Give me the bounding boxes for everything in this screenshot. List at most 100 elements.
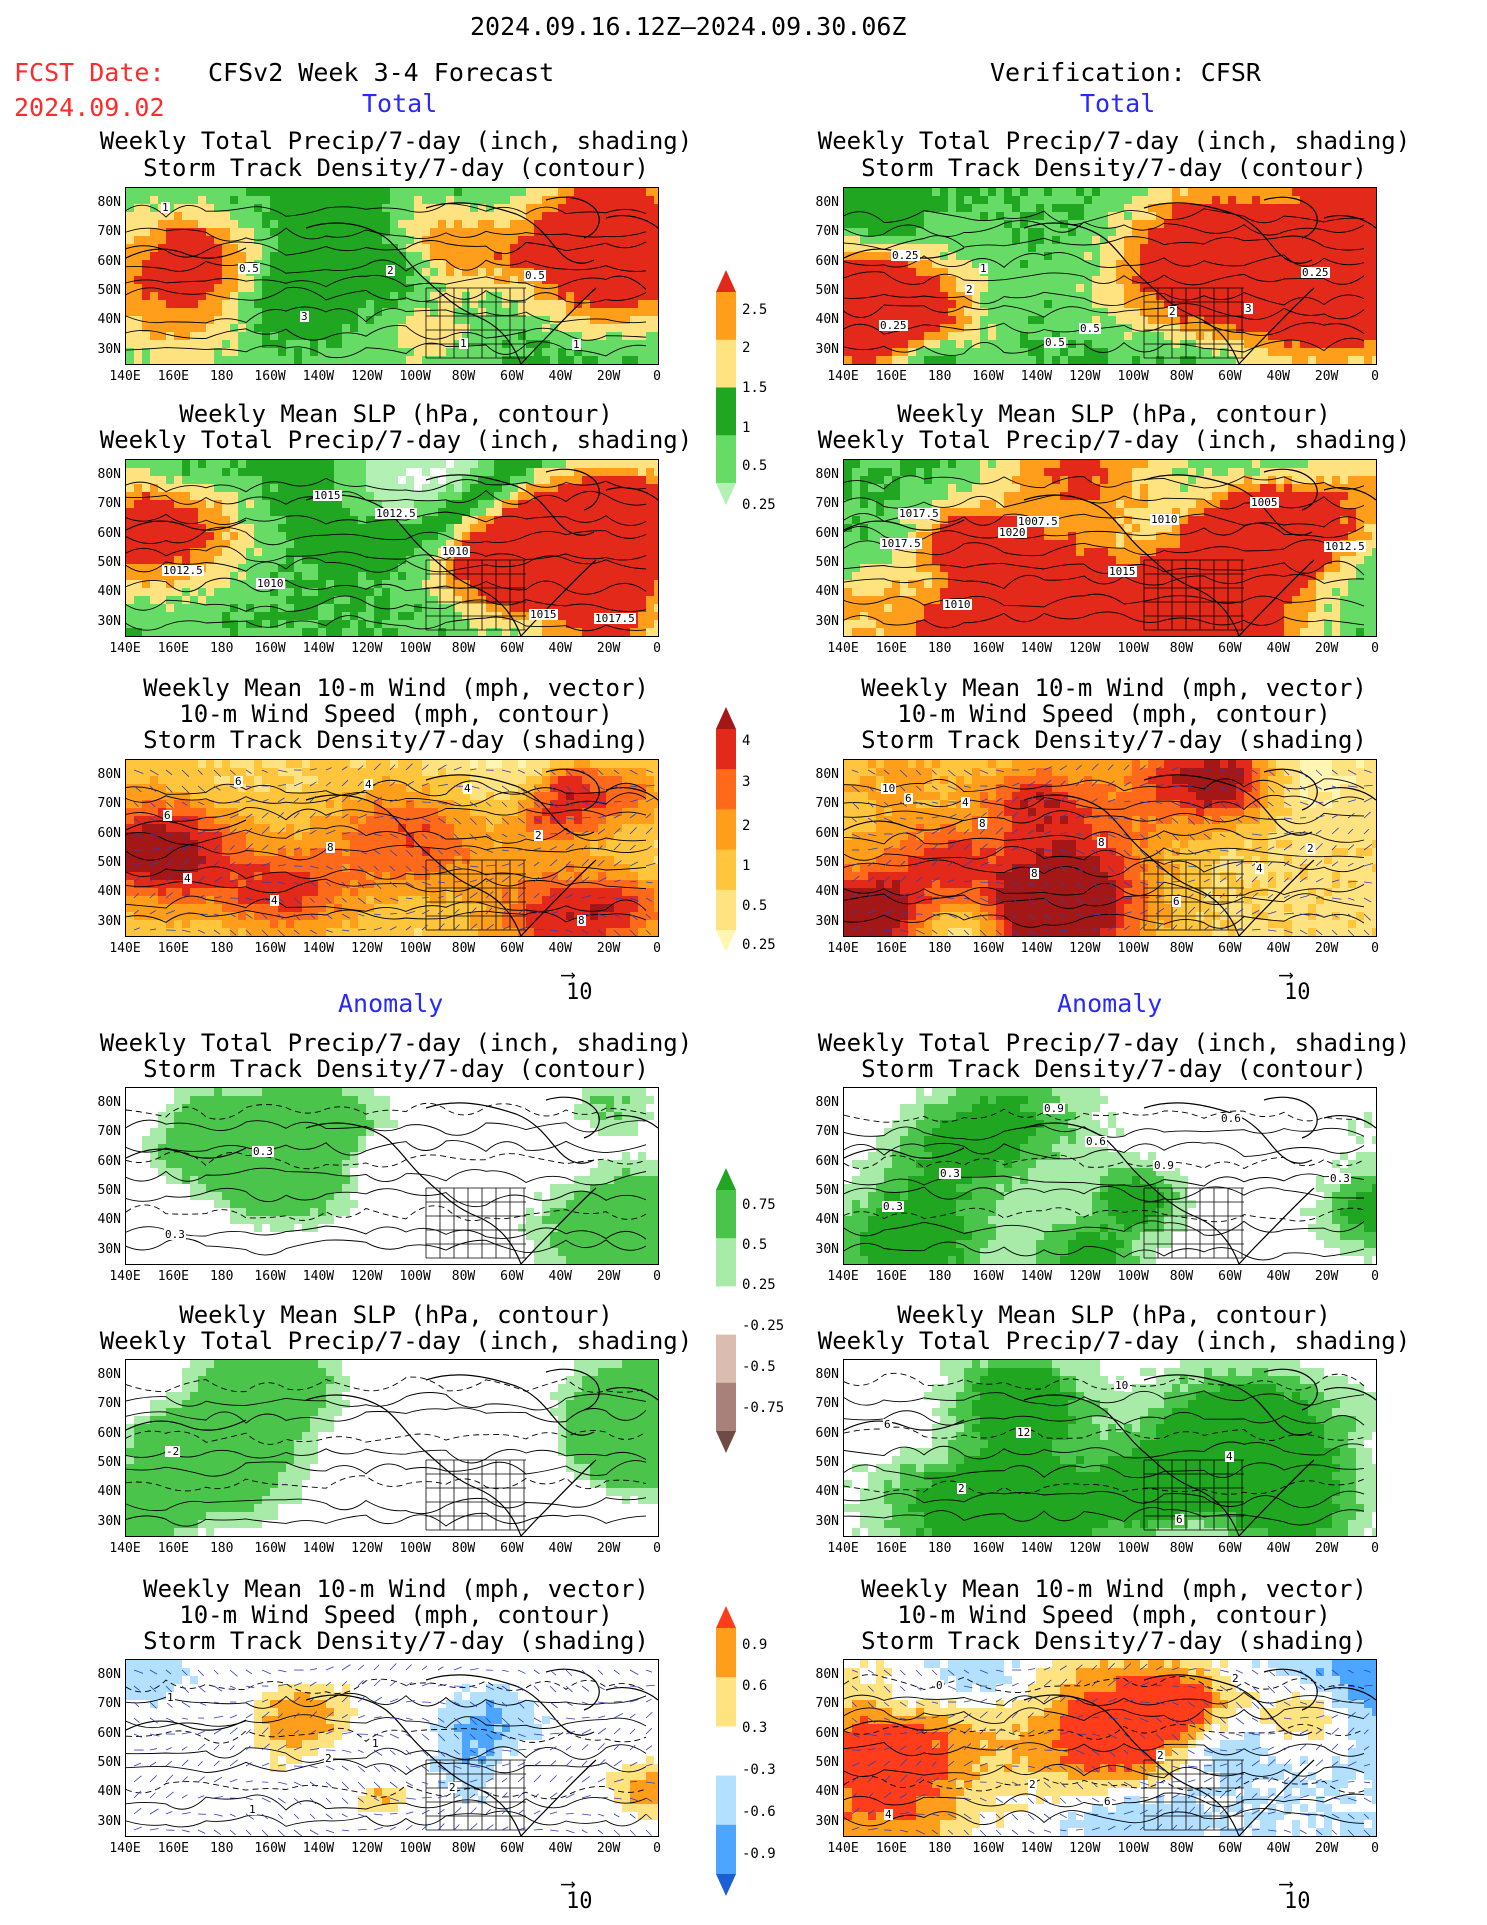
map-panel-forecast-slp-precip: 1012.5 1010 1015 1012.5 1010 1015 1017.5 (125, 459, 659, 637)
longitude-tick-label: 60W (1218, 1841, 1242, 1856)
latitude-tick-label: 70N (97, 1396, 121, 1412)
longitude-tick-label: 60W (1218, 941, 1242, 956)
panel-title-line: Storm Track Density/7-day (shading) (143, 726, 649, 754)
longitude-tick-label: 100W (399, 1541, 431, 1556)
colorbar-tick-label: -0.6 (742, 1804, 776, 1820)
longitude-tick-label: 60W (500, 941, 524, 956)
contour-value-label: 6 (1175, 1513, 1184, 1526)
panel-title-line: Weekly Total Precip/7-day (inch, shading… (99, 1029, 693, 1057)
longitude-tick-label: 100W (399, 1841, 431, 1856)
colorbar-tick-label: -0.75 (742, 1400, 785, 1416)
map-field (844, 1088, 1376, 1264)
longitude-tick-label: 160W (972, 1541, 1004, 1556)
contour-value-label: 1010 (943, 598, 972, 611)
panel-title-line: Storm Track Density/7-day (contour) (143, 1055, 649, 1083)
longitude-tick-label: 180 (209, 1541, 234, 1556)
right-anomaly-heading: Anomaly (1057, 989, 1163, 1018)
contour-value-label: 4 (270, 894, 279, 907)
longitude-tick-label: 100W (399, 369, 431, 384)
colorbar-swatch (716, 707, 736, 729)
contour-value-label: 12 (1016, 1426, 1032, 1439)
contour-value-label: 2 (1028, 1778, 1037, 1791)
longitude-tick-label: 20W (596, 1841, 621, 1856)
latitude-tick-label: 60N (815, 825, 839, 841)
longitude-tick-label: 160E (875, 641, 908, 656)
contour-value-label: 1 (979, 262, 988, 275)
longitude-tick-label: 20W (1314, 1541, 1339, 1556)
latitude-tick-label: 80N (815, 467, 839, 482)
longitude-tick-label: 120W (1069, 941, 1101, 956)
longitude-tick-label: 60W (500, 1269, 524, 1284)
longitude-tick-label: 160E (157, 1541, 190, 1556)
latitude-tick-label: 30N (97, 341, 121, 357)
map-panel-verification-slp-anomaly: 6 2 12 10 6 4 (843, 1359, 1377, 1537)
panel-title-line: Storm Track Density/7-day (shading) (861, 1627, 1367, 1655)
panel-title-line: Weekly Mean SLP (hPa, contour) (897, 400, 1331, 428)
longitude-tick-label: 80W (1169, 641, 1194, 656)
contour-value-label: 1 (371, 1737, 380, 1750)
colorbar-tick-label: -0.25 (742, 1318, 785, 1334)
contour-value-label: 1 (248, 1803, 257, 1816)
latitude-tick-label: 30N (97, 913, 121, 929)
latitude-tick-label: 60N (815, 253, 839, 269)
panel-title-line: Weekly Mean 10-m Wind (mph, vector) (143, 1575, 649, 1603)
longitude-tick-label: 140W (1020, 1541, 1053, 1556)
contour-value-label: 4 (183, 872, 192, 885)
colorbar-tick-label: 0.25 (742, 1277, 776, 1293)
map-panel-forecast-wind-track: 6 6 8 4 4 2 8 4 4 (125, 759, 659, 937)
longitude-tick-label: 40W (548, 941, 572, 956)
coastline (844, 196, 1376, 364)
latitude-tick-label: 70N (97, 796, 121, 812)
longitude-tick-label: 140W (302, 1269, 335, 1284)
longitude-tick-label: 20W (596, 941, 621, 956)
latitude-tick-label: 70N (97, 1696, 121, 1712)
latitude-tick-label: 50N (97, 282, 121, 298)
right-column-title: Verification: CFSR (990, 58, 1261, 87)
contour-value-label: 0.9 (1043, 1102, 1065, 1115)
contour-value-label: 0.3 (882, 1200, 904, 1213)
colorbar-swatch (716, 1382, 736, 1432)
map-panel-forecast-slp-anomaly: -2 (125, 1359, 659, 1537)
longitude-tick-label: 160E (875, 1269, 908, 1284)
longitude-tick-label: 40W (548, 641, 572, 656)
longitude-tick-label: 120W (351, 1841, 383, 1856)
contour-value-label: 0.5 (238, 262, 260, 275)
colorbar-swatch (716, 1168, 736, 1190)
longitude-tick-label: 40W (548, 369, 572, 384)
longitude-tick-label: 80W (451, 641, 476, 656)
latitude-tick-label: 40N (815, 312, 839, 328)
longitude-tick-label: 0 (653, 1541, 661, 1556)
longitude-tick-label: 20W (1314, 1269, 1339, 1284)
longitude-tick-label: 0 (1371, 1269, 1379, 1284)
colorbar-tick-label: 0.25 (742, 497, 776, 513)
longitude-tick-label: 40W (1266, 941, 1290, 956)
longitude-tick-label: 140W (302, 641, 335, 656)
longitude-tick-label: 100W (1117, 1541, 1149, 1556)
longitude-tick-label: 40W (1266, 369, 1290, 384)
longitude-tick-label: 0 (1371, 941, 1379, 956)
map-field (844, 188, 1376, 364)
map-panel-verification-slp-precip: 1017.5 1010 1007.5 1015 1010 1005 1012.5 1017.5… (843, 459, 1377, 637)
map-panel-forecast-precip-track: 1 0.5 3 2 1 0.5 1 (125, 187, 659, 365)
latitude-tick-label: 80N (97, 1095, 121, 1110)
panel-title-line: 10-m Wind Speed (mph, contour) (897, 1601, 1331, 1629)
longitude-tick-label: 80W (1169, 941, 1194, 956)
colorbar-tick-label: 1.5 (742, 380, 768, 396)
longitude-tick-label: 160W (254, 369, 286, 384)
latitude-tick-label: 80N (97, 1667, 121, 1682)
longitude-tick-label: 60W (500, 369, 524, 384)
latitude-tick-label: 70N (97, 224, 121, 240)
map-panel-forecast-precip-anomaly: 0.3 0.3 (125, 1087, 659, 1265)
longitude-tick-label: 180 (927, 641, 952, 656)
latitude-tick-label: 80N (97, 467, 121, 482)
colorbar-tick-label: 4 (742, 733, 751, 749)
colorbar-swatch (716, 729, 736, 770)
latitude-tick-label: 50N (97, 1182, 121, 1198)
latitude-tick-label: 40N (815, 1212, 839, 1228)
longitude-tick-label: 60W (1218, 1269, 1242, 1284)
longitude-tick-label: 160E (875, 1841, 908, 1856)
vector-reference-arrow: ⟶ (1280, 962, 1293, 986)
latitude-tick-label: 50N (815, 1454, 839, 1470)
contour-value-label: 1017.5 (594, 612, 636, 625)
colorbar-swatch (716, 1286, 736, 1336)
